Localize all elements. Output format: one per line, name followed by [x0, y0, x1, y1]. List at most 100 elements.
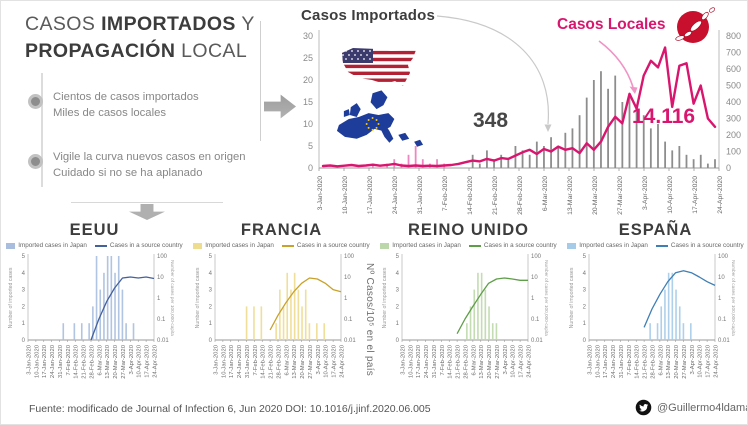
- usa-flag-map-icon: [339, 44, 419, 89]
- svg-text:27-Mar-2020: 27-Mar-2020: [121, 344, 127, 378]
- imported-cases-label: Casos Importados: [301, 7, 436, 24]
- svg-text:14-Feb-2020: 14-Feb-2020: [635, 344, 641, 378]
- country-panel-francia: FRANCIA Imported cases in Japan Cases in…: [191, 221, 373, 396]
- svg-text:20-Mar-2020: 20-Mar-2020: [300, 344, 306, 378]
- bullet-watch-curve: Vigile la curva nuevos casos en origen C…: [28, 149, 270, 182]
- svg-text:10: 10: [718, 275, 725, 281]
- svg-text:3-Jan-2020: 3-Jan-2020: [26, 344, 32, 375]
- svg-text:100: 100: [157, 254, 168, 260]
- country-legend: Imported cases in Japan Cases in a sourc…: [191, 242, 373, 249]
- svg-text:24-Apr-2020: 24-Apr-2020: [152, 344, 158, 377]
- legend-line-swatch: [655, 244, 668, 247]
- svg-text:100: 100: [718, 254, 729, 260]
- svg-text:600: 600: [726, 64, 741, 74]
- svg-text:0.01: 0.01: [531, 338, 543, 344]
- svg-text:0.01: 0.01: [344, 338, 356, 344]
- country-panel-eeuu: EEUU Imported cases in Japan Cases in a …: [4, 221, 186, 396]
- svg-text:13-Mar-2020: 13-Mar-2020: [479, 344, 485, 378]
- legend-bar-label: Imported cases in Japan: [205, 242, 274, 249]
- country-charts-row: EEUU Imported cases in Japan Cases in a …: [3, 221, 747, 396]
- twitter-credit[interactable]: @Guillermo4ldama: [635, 399, 748, 416]
- svg-text:3-Jan-2020: 3-Jan-2020: [587, 344, 593, 375]
- svg-text:17-Jan-2020: 17-Jan-2020: [367, 176, 374, 214]
- svg-text:2: 2: [22, 304, 26, 310]
- legend-bar-label: Imported cases in Japan: [18, 242, 87, 249]
- svg-text:31-Jan-2020: 31-Jan-2020: [417, 176, 424, 214]
- svg-text:800: 800: [726, 31, 741, 41]
- svg-text:4: 4: [396, 271, 400, 277]
- title-word: CASOS: [25, 13, 96, 35]
- svg-text:3-Jan-2020: 3-Jan-2020: [317, 176, 324, 211]
- svg-text:24-Jan-2020: 24-Jan-2020: [50, 344, 56, 378]
- svg-text:13-Mar-2020: 13-Mar-2020: [666, 344, 672, 378]
- svg-text:10-Apr-2020: 10-Apr-2020: [698, 344, 704, 377]
- svg-text:28-Feb-2020: 28-Feb-2020: [463, 344, 469, 378]
- svg-text:17-Jan-2020: 17-Jan-2020: [42, 344, 48, 378]
- svg-text:10-Jan-2020: 10-Jan-2020: [221, 344, 227, 378]
- svg-text:0.1: 0.1: [344, 317, 353, 323]
- svg-text:10-Apr-2020: 10-Apr-2020: [511, 344, 517, 377]
- bullet-imported-vs-local: Cientos de casos importados Miles de cas…: [28, 89, 270, 122]
- svg-text:24-Apr-2020: 24-Apr-2020: [339, 344, 345, 377]
- japan-flag-icon: [669, 5, 719, 50]
- svg-text:17-Jan-2020: 17-Jan-2020: [416, 344, 422, 378]
- svg-text:4: 4: [583, 271, 587, 277]
- svg-text:27-Mar-2020: 27-Mar-2020: [495, 344, 501, 378]
- svg-text:2: 2: [209, 304, 213, 310]
- svg-text:100: 100: [531, 254, 542, 260]
- svg-text:17-Jan-2020: 17-Jan-2020: [603, 344, 609, 378]
- svg-text:6-Mar-2020: 6-Mar-2020: [97, 344, 103, 375]
- svg-text:3-Apr-2020: 3-Apr-2020: [503, 344, 509, 374]
- svg-text:25: 25: [303, 53, 313, 63]
- svg-text:3: 3: [22, 288, 26, 294]
- svg-text:0.1: 0.1: [157, 317, 166, 323]
- svg-text:14-Feb-2020: 14-Feb-2020: [448, 344, 454, 378]
- svg-text:10-Apr-2020: 10-Apr-2020: [324, 344, 330, 377]
- svg-text:1: 1: [344, 296, 348, 302]
- svg-text:21-Feb-2020: 21-Feb-2020: [643, 344, 649, 378]
- europe-map-icon: [333, 90, 428, 150]
- legend-bar-swatch: [6, 242, 16, 249]
- twitter-handle[interactable]: @Guillermo4ldama: [657, 401, 748, 414]
- legend-line-swatch: [281, 244, 294, 247]
- svg-text:24-Jan-2020: 24-Jan-2020: [424, 344, 430, 378]
- svg-text:Number of imported cases: Number of imported cases: [382, 267, 388, 328]
- svg-text:4: 4: [209, 271, 213, 277]
- svg-text:17-Apr-2020: 17-Apr-2020: [145, 344, 151, 377]
- svg-text:0: 0: [583, 338, 587, 344]
- svg-text:300: 300: [726, 114, 741, 124]
- country-legend: Imported cases in Japan Cases in a sourc…: [565, 242, 747, 249]
- svg-text:1: 1: [157, 296, 161, 302]
- svg-text:10-Apr-2020: 10-Apr-2020: [667, 176, 674, 214]
- svg-text:0: 0: [396, 338, 400, 344]
- svg-text:10: 10: [344, 275, 351, 281]
- svg-text:17-Jan-2020: 17-Jan-2020: [229, 344, 235, 378]
- bullet-text: Cientos de casos importados: [53, 91, 199, 103]
- country-legend: Imported cases in Japan Cases in a sourc…: [378, 242, 560, 249]
- svg-text:100: 100: [344, 254, 355, 260]
- svg-text:100: 100: [726, 147, 741, 157]
- title-word: LOCAL: [181, 40, 248, 63]
- svg-text:20-Mar-2020: 20-Mar-2020: [674, 344, 680, 378]
- svg-text:17-Apr-2020: 17-Apr-2020: [706, 344, 712, 377]
- svg-text:6-Mar-2020: 6-Mar-2020: [471, 344, 477, 375]
- svg-text:13-Mar-2020: 13-Mar-2020: [105, 344, 111, 378]
- svg-text:20-Mar-2020: 20-Mar-2020: [113, 344, 119, 378]
- svg-text:1: 1: [209, 321, 213, 327]
- svg-text:200: 200: [726, 130, 741, 140]
- legend-line-swatch: [94, 244, 107, 247]
- svg-text:Number of cases per 100,000-ca: Number of cases per 100,000-capita: [544, 260, 549, 336]
- svg-text:17-Apr-2020: 17-Apr-2020: [332, 344, 338, 377]
- svg-text:7-Feb-2020: 7-Feb-2020: [253, 344, 259, 375]
- svg-text:14-Feb-2020: 14-Feb-2020: [261, 344, 267, 378]
- svg-text:10-Jan-2020: 10-Jan-2020: [34, 344, 40, 378]
- svg-text:5: 5: [583, 254, 587, 260]
- svg-text:27-Mar-2020: 27-Mar-2020: [308, 344, 314, 378]
- svg-text:14-Feb-2020: 14-Feb-2020: [74, 344, 80, 378]
- svg-text:17-Apr-2020: 17-Apr-2020: [519, 344, 525, 377]
- country-panel-espana: ESPAÑA Imported cases in Japan Cases in …: [565, 221, 747, 396]
- twitter-icon[interactable]: [635, 399, 652, 416]
- svg-text:0.1: 0.1: [531, 317, 540, 323]
